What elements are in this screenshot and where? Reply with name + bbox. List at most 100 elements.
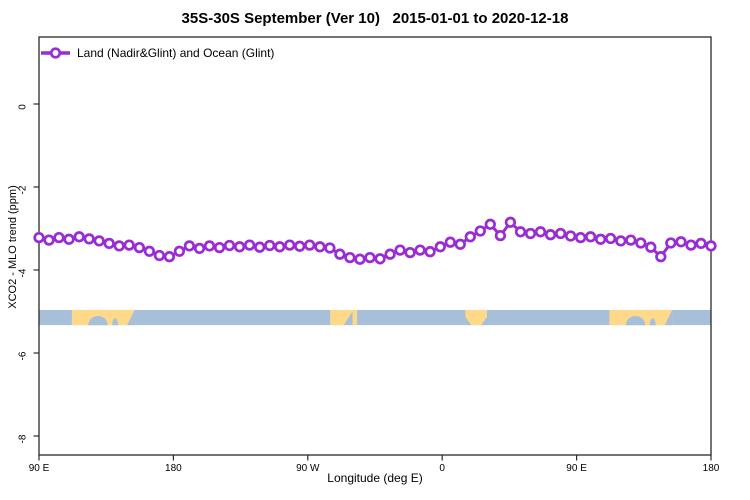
x-axis-title: Longitude (deg E) <box>327 471 423 485</box>
coast-notch <box>664 309 673 326</box>
data-point <box>153 249 166 262</box>
data-point <box>474 225 486 237</box>
data-point <box>354 253 366 265</box>
chart-title: 35S-30S September (Ver 10) 2015-01-01 to… <box>181 10 569 27</box>
data-point <box>334 248 346 260</box>
data-point <box>83 233 95 245</box>
data-point <box>564 230 577 242</box>
data-point <box>645 241 657 253</box>
data-point <box>534 226 547 238</box>
data-point <box>163 251 176 263</box>
data-point <box>53 231 65 244</box>
data-point <box>504 216 517 228</box>
data-point <box>655 251 667 263</box>
data-markers <box>33 216 717 265</box>
data-point <box>173 245 186 257</box>
y-axis-title: XCO2 - MLO trend (ppm) <box>7 185 19 309</box>
legend-key <box>41 47 70 59</box>
data-point <box>294 240 306 252</box>
data-point <box>73 231 85 243</box>
data-point <box>243 239 256 251</box>
data-point <box>615 235 627 247</box>
y-tick-label: 0 <box>18 104 29 110</box>
data-point <box>424 246 436 258</box>
data-point <box>484 218 496 230</box>
y-tick-label: -8 <box>18 434 29 443</box>
data-point <box>123 239 135 251</box>
data-point <box>675 236 687 248</box>
data-point <box>584 231 597 243</box>
data-point <box>183 240 196 252</box>
data-point <box>514 226 527 238</box>
data-point <box>324 242 336 254</box>
coast-notch <box>88 315 108 326</box>
land-strip <box>330 309 358 326</box>
data-point <box>384 248 396 260</box>
data-point <box>594 233 607 245</box>
data-point <box>203 240 216 252</box>
x-tick-label: 90 W <box>296 463 320 474</box>
data-point <box>685 239 697 251</box>
data-point <box>254 241 266 253</box>
data-point <box>574 231 587 244</box>
data-point <box>705 240 717 252</box>
data-point <box>635 237 647 249</box>
y-tick-label: -4 <box>18 268 29 277</box>
x-tick-label: 90 E <box>29 463 50 474</box>
data-point <box>494 229 507 242</box>
x-tick-label: 0 <box>439 463 445 474</box>
data-point <box>103 237 115 250</box>
data-point <box>665 237 677 249</box>
coast-notch <box>649 318 656 326</box>
data-point <box>213 241 226 254</box>
data-point <box>464 231 476 243</box>
data-point <box>143 245 156 257</box>
data-point <box>314 241 326 253</box>
data-point <box>63 233 75 245</box>
data-point <box>625 234 637 246</box>
land-strip <box>465 309 487 326</box>
data-point <box>43 234 55 246</box>
data-point <box>444 236 456 248</box>
data-point <box>113 240 125 252</box>
coast-notch <box>343 311 353 326</box>
legend-label: Land (Nadir&Glint) and Ocean (Glint) <box>77 46 275 60</box>
data-point <box>264 239 276 252</box>
axis-ticks: 90 E 180 90 W 0 90 E 180 0 -2 -4 -6 -8 <box>18 103 720 474</box>
data-point <box>554 227 567 240</box>
data-point <box>364 251 376 264</box>
x-tick-label: 90 E <box>566 463 587 474</box>
y-tick-label: -6 <box>18 351 29 360</box>
data-point <box>374 253 386 265</box>
land-ocean-band <box>39 309 711 326</box>
data-point <box>604 232 617 245</box>
data-point <box>274 241 286 253</box>
data-point <box>414 244 426 256</box>
data-point <box>304 239 316 251</box>
coast-notch <box>127 309 135 326</box>
data-point <box>434 241 446 253</box>
data-point <box>284 239 296 251</box>
x-tick-label: 180 <box>703 463 720 474</box>
coast-notch <box>465 316 472 326</box>
data-point <box>404 246 416 259</box>
data-point <box>544 229 557 241</box>
legend-marker-sample <box>49 47 62 59</box>
data-point <box>193 242 206 255</box>
data-point <box>133 241 146 254</box>
ocean-strip <box>39 309 711 326</box>
y-tick-label: -2 <box>18 185 29 194</box>
data-point <box>394 244 406 256</box>
data-point <box>233 241 246 253</box>
data-point <box>695 237 707 250</box>
data-point <box>223 239 236 252</box>
data-point <box>33 231 45 244</box>
data-point <box>93 235 105 247</box>
coast-notch <box>625 315 646 326</box>
data-point <box>344 251 356 264</box>
coast-notch <box>481 316 487 326</box>
coast-notch <box>112 318 119 326</box>
x-tick-label: 180 <box>165 463 182 474</box>
